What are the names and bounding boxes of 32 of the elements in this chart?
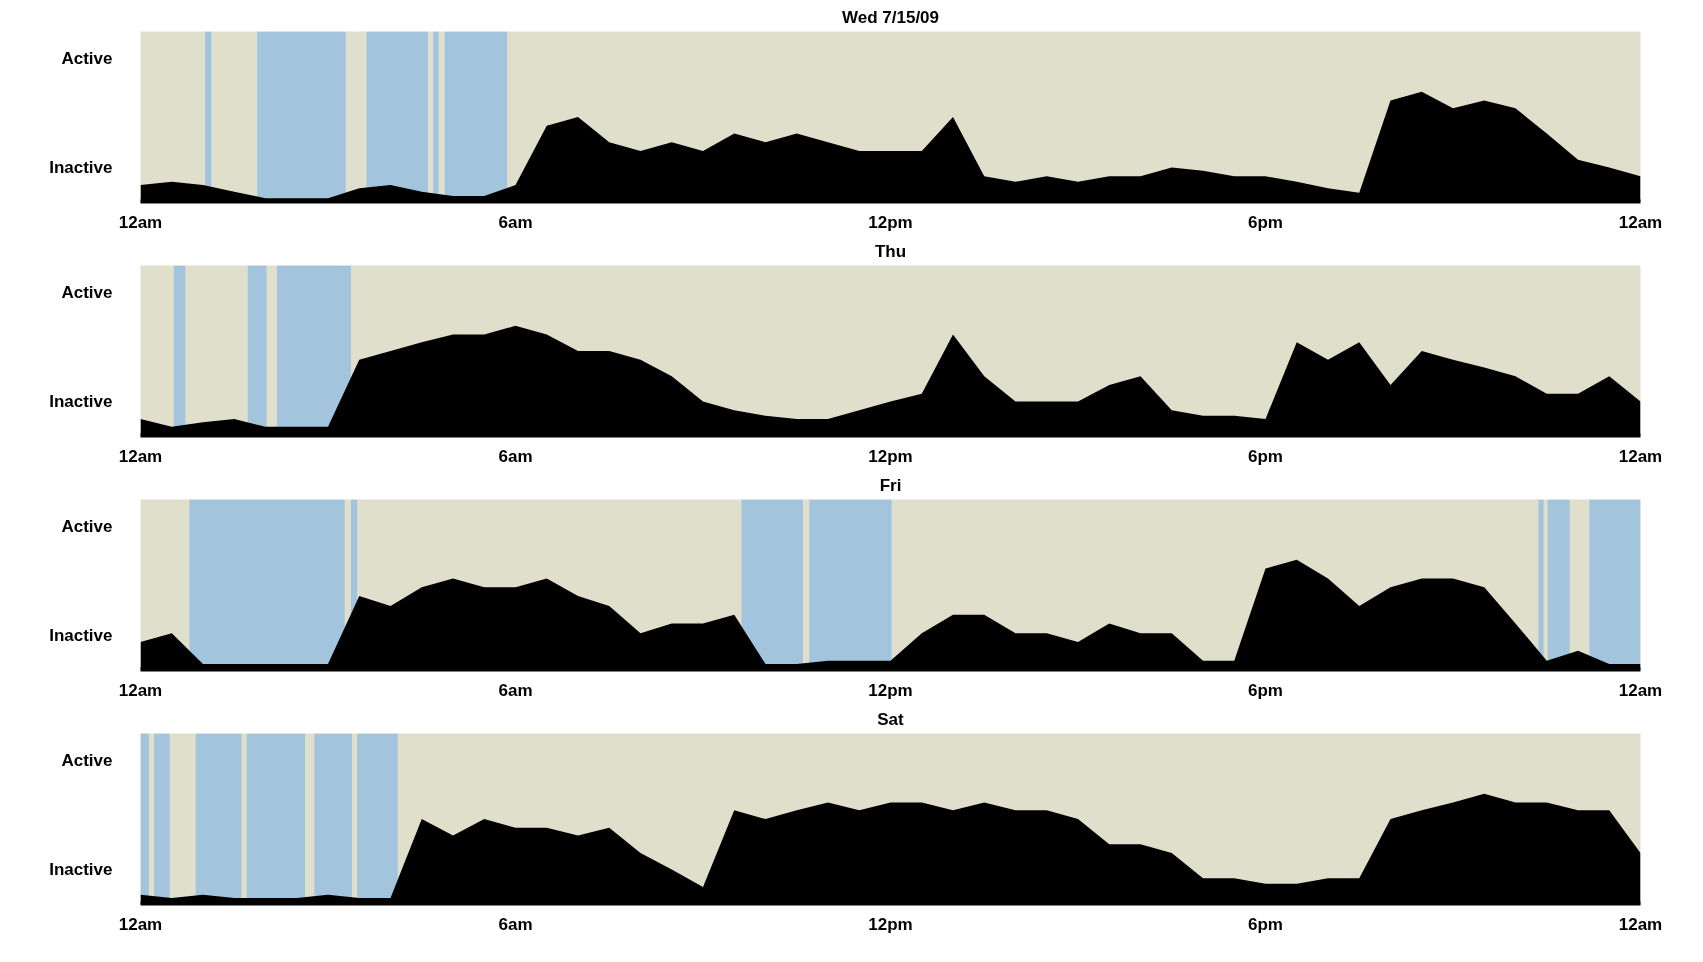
x-tick-label: 12am bbox=[1618, 212, 1663, 232]
x-tick-label: 12pm bbox=[868, 212, 913, 232]
x-tick-label: 6pm bbox=[1248, 446, 1283, 466]
chart-title: Fri bbox=[879, 475, 902, 495]
text: Inactive bbox=[49, 626, 113, 645]
text: Inactive bbox=[49, 860, 113, 879]
x-tick-label: 6pm bbox=[1248, 680, 1283, 700]
x-tick-label: 12am bbox=[1618, 680, 1663, 700]
text: Active bbox=[61, 517, 113, 537]
text: Active bbox=[61, 283, 113, 303]
x-tick-label: 12pm bbox=[868, 446, 913, 466]
x-tick-label: 12am bbox=[118, 446, 163, 466]
x-tick-label: 6am bbox=[498, 914, 533, 934]
x-tick-label: 6am bbox=[498, 446, 533, 466]
x-tick-label: 12am bbox=[1618, 914, 1663, 934]
chart-title: Wed 7/15/09 bbox=[841, 7, 940, 27]
x-tick-label: 12am bbox=[118, 212, 163, 232]
x-tick-label: 12am bbox=[118, 680, 163, 700]
text: Inactive bbox=[49, 392, 113, 411]
chart-title: Sat bbox=[877, 709, 905, 729]
text: Active bbox=[61, 751, 113, 771]
x-tick-label: 12pm bbox=[868, 914, 913, 934]
text: Active bbox=[61, 49, 113, 69]
x-tick-label: 6am bbox=[498, 680, 533, 700]
x-tick-label: 6pm bbox=[1248, 212, 1283, 232]
x-tick-label: 6pm bbox=[1248, 914, 1283, 934]
x-tick-label: 12am bbox=[1618, 446, 1663, 466]
text: Inactive bbox=[49, 158, 113, 177]
x-tick-label: 12pm bbox=[868, 680, 913, 700]
chart-title: Thu bbox=[874, 241, 907, 261]
x-tick-label: 12am bbox=[118, 914, 163, 934]
x-tick-label: 6am bbox=[498, 212, 533, 232]
